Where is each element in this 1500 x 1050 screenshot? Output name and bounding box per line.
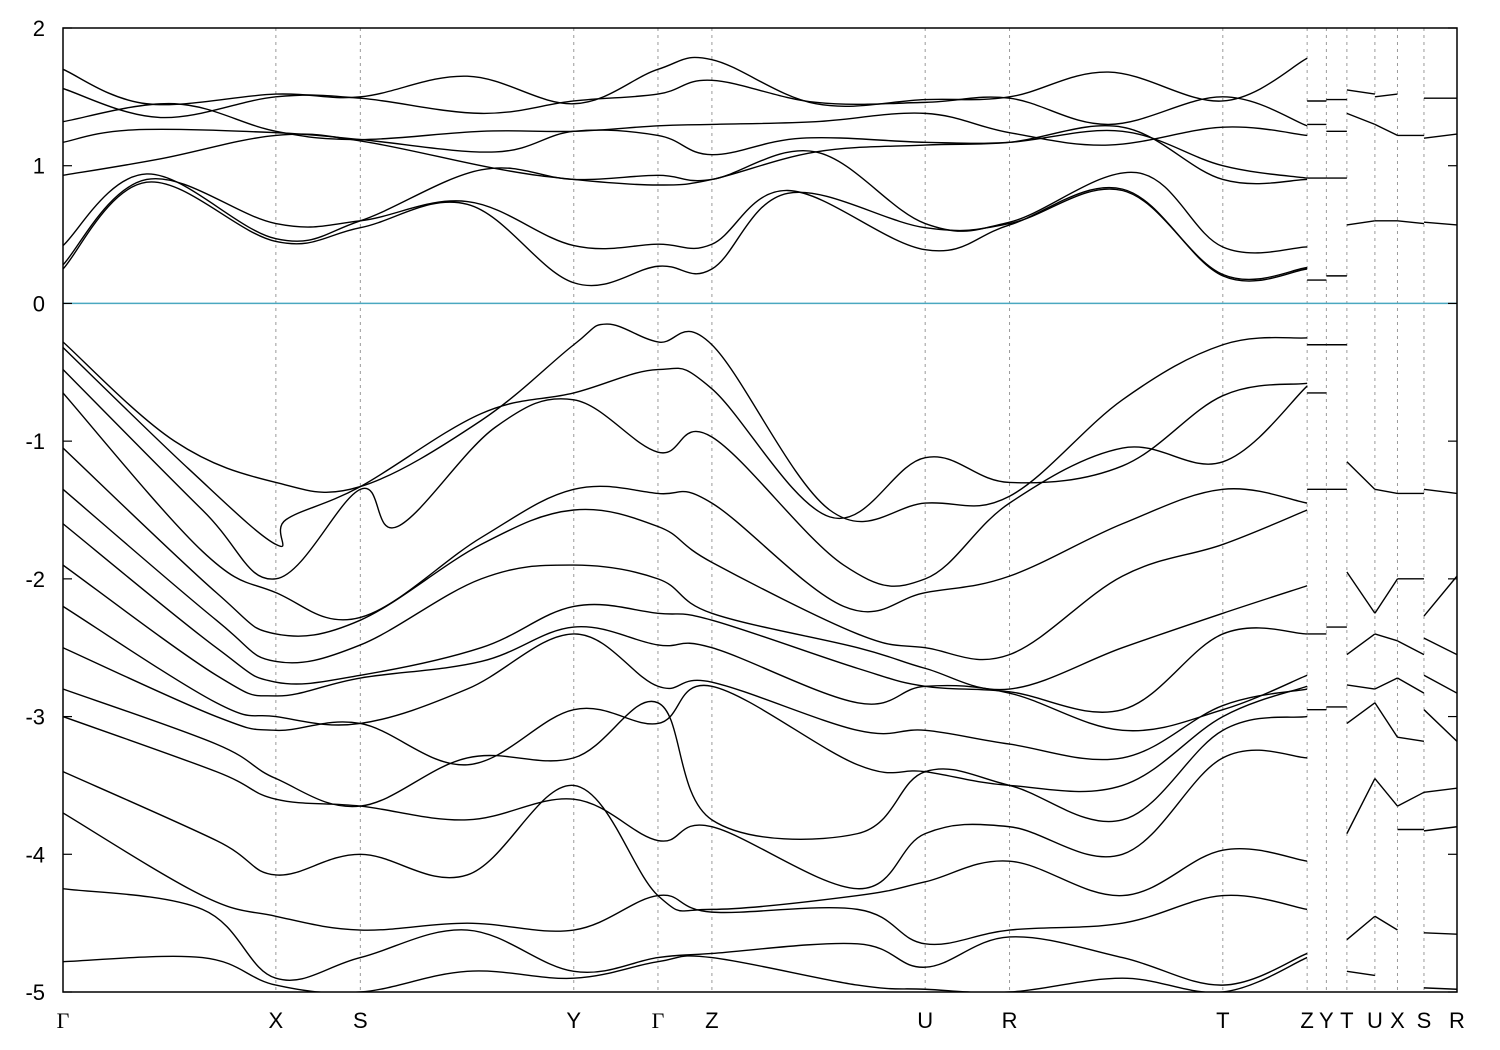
band-line [63, 79, 1308, 127]
band-line [1423, 674, 1457, 694]
band-line [1397, 736, 1425, 743]
band-line [63, 128, 1308, 179]
band-line [63, 605, 1308, 761]
band-line [1374, 93, 1398, 98]
plot-frame [62, 27, 1458, 993]
band-line [63, 150, 1308, 254]
grid-layer [275, 28, 1425, 992]
band-line [63, 323, 1308, 523]
x-tick-label: Γ [652, 1008, 665, 1033]
band-line [1423, 488, 1457, 495]
band-line [1374, 633, 1398, 642]
band-line [1346, 112, 1376, 126]
x-tick-label: U [1367, 1008, 1383, 1033]
x-tick-label: R [1449, 1008, 1465, 1033]
band-line [63, 369, 1308, 587]
band-line [63, 564, 1308, 732]
x-tick-label: X [1390, 1008, 1405, 1033]
band-line [1346, 915, 1376, 941]
band-line [1423, 133, 1457, 139]
band-line [1397, 677, 1425, 694]
band-line [1346, 220, 1375, 226]
band-line [1346, 970, 1375, 977]
band-line [63, 102, 1308, 146]
band-line [63, 955, 1308, 992]
band-line [63, 447, 1308, 661]
band-line [63, 888, 1308, 986]
band-line [1346, 89, 1375, 95]
band-line [63, 688, 1308, 841]
band-line [1423, 637, 1457, 656]
x-tick-label: X [269, 1008, 284, 1033]
y-tick-label: 1 [33, 154, 45, 179]
y-tick-label: -5 [25, 980, 45, 1005]
y-tick-label: 2 [33, 16, 45, 41]
band-line [1374, 778, 1399, 807]
band-line [1374, 677, 1398, 690]
band-lines [63, 56, 1457, 992]
band-line [1423, 987, 1457, 990]
x-tick-label: T [1216, 1008, 1229, 1033]
band-line [1346, 633, 1376, 656]
band-line [63, 812, 1308, 946]
band-line [1423, 932, 1457, 935]
y-tick-label: 0 [33, 291, 45, 316]
y-tick-label: -3 [25, 705, 45, 730]
band-line [63, 523, 1308, 713]
band-line [1374, 488, 1398, 495]
band-line [1397, 791, 1425, 807]
band-line [1374, 915, 1398, 931]
x-tick-label: Z [705, 1008, 718, 1033]
band-line [1423, 826, 1457, 832]
x-tick-label: Y [566, 1008, 581, 1033]
band-line [1346, 461, 1376, 490]
band-line [63, 771, 1308, 912]
y-tick-label: -4 [25, 842, 45, 867]
band-line [1374, 123, 1398, 137]
band-line [1374, 702, 1399, 738]
band-line [63, 647, 1308, 793]
x-tick-label: U [917, 1008, 933, 1033]
band-line [1423, 575, 1457, 617]
band-line [1346, 702, 1376, 725]
band-line [63, 392, 1308, 621]
band-line [1423, 787, 1457, 794]
band-line [1423, 709, 1457, 742]
x-tick-label: T [1340, 1008, 1353, 1033]
band-line [1346, 778, 1376, 834]
band-line [63, 715, 1308, 890]
x-tick-label: Y [1319, 1008, 1334, 1033]
y-tick-label: -2 [25, 567, 45, 592]
band-line [63, 177, 1308, 282]
y-axis-ticks: 2 1 0 -1 -2 -3 -4 -5 [25, 16, 1457, 1005]
band-line [63, 56, 1308, 108]
x-tick-label: Γ [57, 1008, 70, 1033]
x-tick-label: R [1002, 1008, 1018, 1033]
band-line [63, 346, 1308, 548]
x-tick-label: S [353, 1008, 368, 1033]
band-line [1346, 571, 1376, 614]
x-tick-label: S [1417, 1008, 1432, 1033]
band-line [1346, 684, 1375, 690]
band-line [63, 125, 1308, 186]
band-line [63, 488, 1308, 691]
band-line [1423, 221, 1457, 226]
band-line [1374, 578, 1399, 614]
band-line [1397, 220, 1425, 225]
y-tick-label: -1 [25, 429, 45, 454]
band-line [63, 181, 1308, 287]
band-line [1397, 640, 1425, 656]
x-tick-label: Z [1300, 1008, 1313, 1033]
